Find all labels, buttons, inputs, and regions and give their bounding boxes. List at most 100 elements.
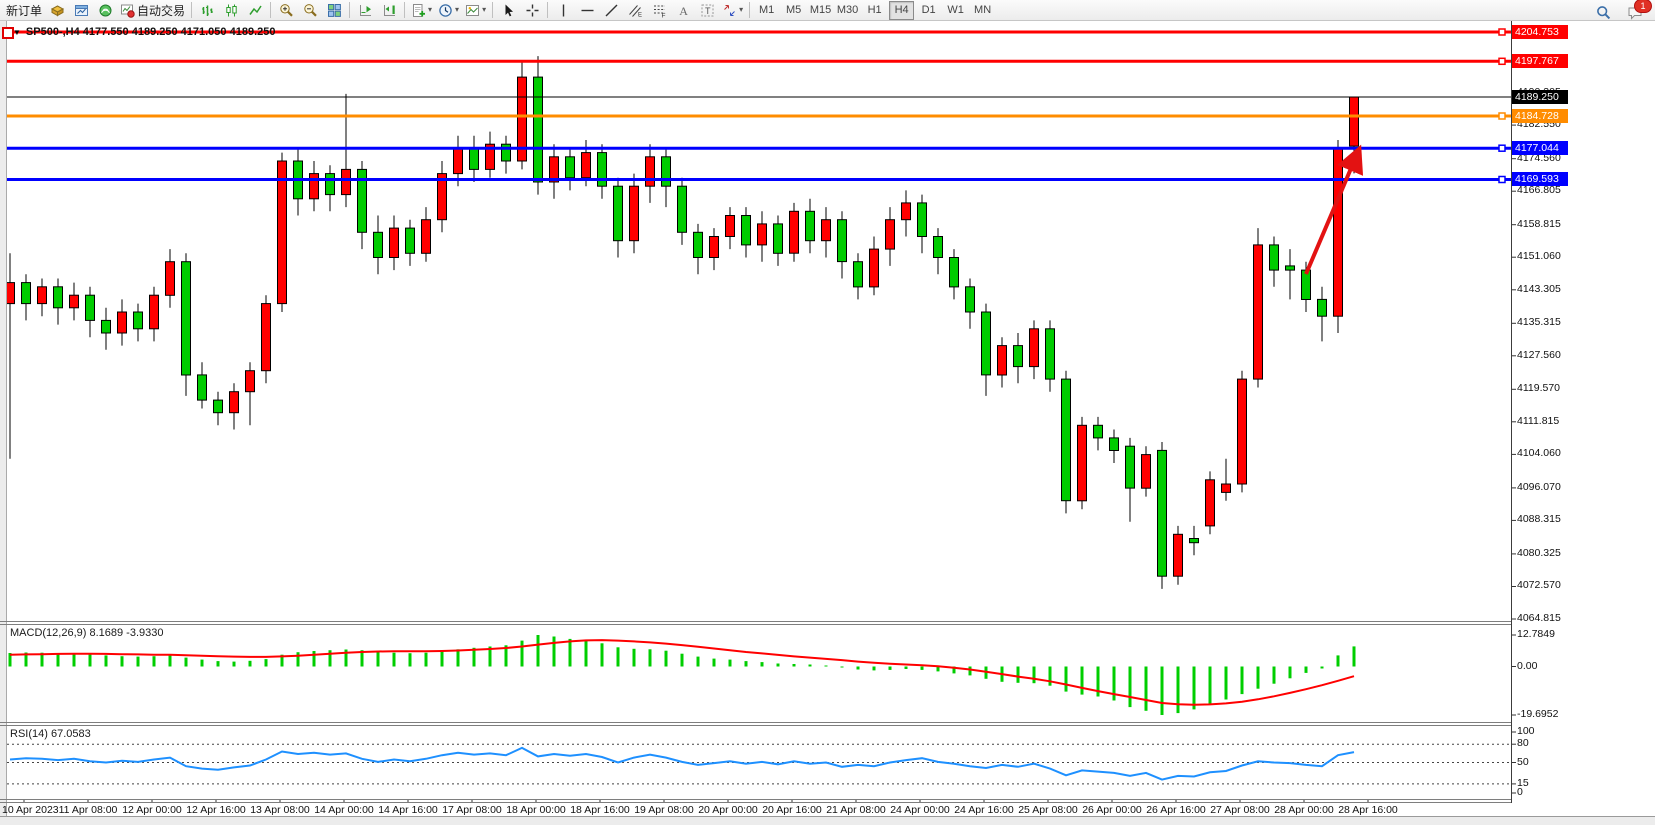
price-level-badge: 4204.753 bbox=[1512, 25, 1568, 39]
timeframe-m5-button[interactable]: M5 bbox=[785, 4, 802, 16]
candlestick-body bbox=[85, 294, 95, 321]
toolbar-separator bbox=[191, 2, 193, 18]
time-axis-label: 20 Apr 16:00 bbox=[762, 804, 822, 816]
new-order-button[interactable]: 新订单 bbox=[3, 0, 45, 20]
line-endpoint-marker[interactable] bbox=[1498, 57, 1506, 66]
new-chart-button[interactable]: ▾ bbox=[408, 0, 435, 20]
rsi-scale-label: 100 bbox=[1517, 725, 1535, 737]
chart-shift-button[interactable] bbox=[353, 0, 377, 20]
candlestick-body bbox=[565, 156, 575, 179]
market-watch-icon bbox=[50, 3, 65, 18]
auto-scroll-button[interactable] bbox=[377, 0, 401, 20]
market-watch-button[interactable] bbox=[45, 0, 69, 20]
price-axis-border bbox=[1511, 21, 1512, 803]
pane-separator bbox=[0, 624, 1511, 625]
candlestick-body bbox=[21, 282, 31, 305]
new-order-button-label: 新订单 bbox=[6, 3, 43, 18]
text-label-button[interactable]: T bbox=[695, 0, 719, 20]
period-button[interactable]: ▾ bbox=[435, 0, 462, 20]
arrows-button[interactable]: ▾ bbox=[719, 0, 746, 20]
candlestick-body bbox=[357, 168, 367, 233]
trendline-button[interactable] bbox=[599, 0, 623, 20]
rsi-indicator-label: RSI(14) 67.0583 bbox=[10, 728, 91, 740]
vertical-line-icon bbox=[556, 3, 571, 18]
toolbar-right: 1 bbox=[1591, 0, 1652, 22]
price-axis-label: 4166.805 bbox=[1517, 184, 1561, 197]
time-axis-label: 28 Apr 16:00 bbox=[1338, 804, 1398, 816]
timeframe-mn-button[interactable]: MN bbox=[974, 4, 992, 16]
rsi-scale-label: 15 bbox=[1517, 776, 1529, 789]
new-chart-icon bbox=[411, 3, 426, 18]
auto-trading-button[interactable]: 自动交易 bbox=[117, 0, 188, 20]
zoom-out-button[interactable] bbox=[298, 0, 322, 20]
chart-menu-icon[interactable]: ▼ bbox=[13, 27, 21, 37]
candlestick-chart-button[interactable] bbox=[219, 0, 243, 20]
timeframe-h4-button[interactable]: H4 bbox=[889, 0, 915, 20]
candlestick-body bbox=[901, 202, 911, 221]
candlestick-body bbox=[421, 219, 431, 254]
timeframe-w1-button[interactable]: W1 bbox=[947, 4, 964, 16]
time-axis-label: 26 Apr 16:00 bbox=[1146, 804, 1206, 816]
equidistant-channel-button[interactable]: E bbox=[623, 0, 647, 20]
pane-separator[interactable] bbox=[0, 621, 1511, 622]
rsi-scale-label: 50 bbox=[1517, 755, 1529, 768]
price-axis-label: 4158.815 bbox=[1517, 217, 1561, 230]
toolbar-separator bbox=[270, 2, 272, 18]
horizontal-line-icon bbox=[580, 3, 595, 18]
crosshair-button[interactable] bbox=[520, 0, 544, 20]
toolbar-separator bbox=[547, 2, 549, 18]
price-axis-label: 4111.815 bbox=[1517, 414, 1560, 427]
line-chart-button[interactable] bbox=[243, 0, 267, 20]
line-endpoint-marker[interactable] bbox=[1498, 144, 1506, 152]
navigator-icon bbox=[98, 3, 113, 18]
candlestick-body bbox=[341, 168, 351, 196]
line-endpoint-marker[interactable] bbox=[1498, 112, 1506, 120]
candlestick-body bbox=[245, 370, 255, 393]
candlestick-body bbox=[821, 219, 831, 242]
candlestick-body bbox=[533, 76, 543, 183]
pane-separator[interactable] bbox=[0, 722, 1511, 723]
candlestick-body bbox=[117, 311, 127, 334]
timeframe-m15-button[interactable]: M15 bbox=[809, 4, 832, 16]
time-axis-label: 19 Apr 08:00 bbox=[634, 804, 694, 816]
candlestick-body bbox=[1333, 147, 1343, 317]
zoom-in-button[interactable] bbox=[274, 0, 298, 20]
timeframe-m30-button[interactable]: M30 bbox=[836, 4, 859, 16]
cursor-button[interactable] bbox=[496, 0, 520, 20]
chart-shift-icon bbox=[358, 3, 373, 18]
candlestick-body bbox=[949, 257, 959, 288]
candlestick-body bbox=[165, 261, 175, 296]
tile-windows-button[interactable] bbox=[322, 0, 346, 20]
fibonacci-button[interactable]: F bbox=[647, 0, 671, 20]
candlestick-body bbox=[501, 143, 511, 162]
search-icon bbox=[1596, 5, 1611, 20]
candlestick-body bbox=[1093, 424, 1103, 439]
auto-trading-icon bbox=[120, 3, 135, 18]
rsi-scale-label: 80 bbox=[1517, 737, 1529, 750]
candlestick-body bbox=[1173, 533, 1183, 577]
navigator-button[interactable] bbox=[93, 0, 117, 20]
candlestick-body bbox=[1077, 424, 1087, 502]
chart-window[interactable] bbox=[0, 21, 1655, 816]
bar-chart-button[interactable] bbox=[195, 0, 219, 20]
search-button[interactable] bbox=[1591, 2, 1615, 22]
text-button[interactable]: A bbox=[671, 0, 695, 20]
line-endpoint-marker[interactable] bbox=[1498, 28, 1506, 36]
horizontal-line-button[interactable] bbox=[575, 0, 599, 20]
price-axis-label: 4127.560 bbox=[1517, 348, 1561, 361]
rsi-line bbox=[9, 746, 1355, 781]
data-window-button[interactable] bbox=[69, 0, 93, 20]
template-button[interactable]: ▾ bbox=[462, 0, 489, 20]
timeframe-m1-button[interactable]: M1 bbox=[758, 4, 775, 16]
clock-icon bbox=[438, 3, 453, 18]
timeframe-d1-button[interactable]: D1 bbox=[921, 4, 936, 16]
trend-arrow[interactable] bbox=[1304, 144, 1364, 275]
notifications-button[interactable]: 1 bbox=[1623, 0, 1652, 22]
vertical-line-button[interactable] bbox=[551, 0, 575, 20]
line-endpoint-marker[interactable] bbox=[1498, 175, 1506, 184]
line-anchor-marker[interactable] bbox=[2, 27, 14, 39]
candlestick-body bbox=[1013, 345, 1023, 368]
candlestick-body bbox=[405, 227, 415, 254]
timeframe-h1-button[interactable]: H1 bbox=[867, 4, 882, 16]
